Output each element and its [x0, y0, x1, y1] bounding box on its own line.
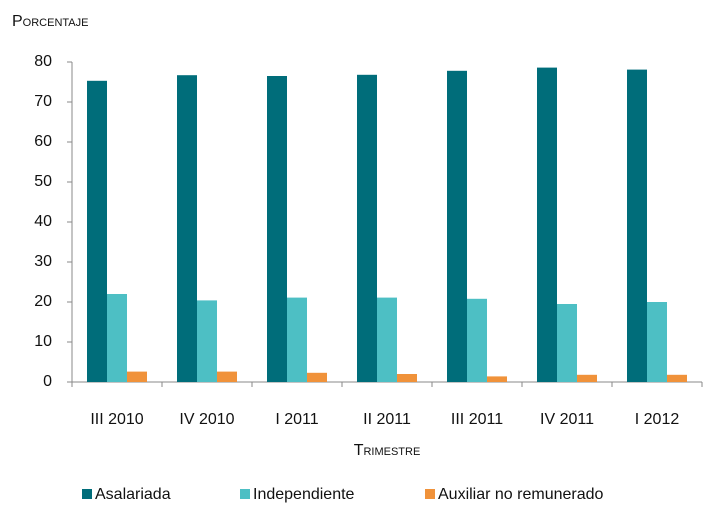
bar	[447, 70, 467, 383]
bar	[577, 374, 597, 382]
x-tick-label: II 2011	[363, 411, 411, 428]
y-tick-label: 40	[34, 213, 52, 230]
bar	[307, 372, 327, 382]
bar	[647, 302, 667, 382]
bar	[397, 374, 417, 382]
x-tick-label: I 2012	[635, 411, 680, 428]
bar	[357, 74, 377, 383]
bar	[287, 297, 307, 382]
legend-label: Auxiliar no remunerado	[438, 486, 604, 503]
x-tick-label: IV 2010	[179, 411, 234, 428]
legend-swatch	[82, 489, 92, 499]
y-tick-label: 0	[43, 373, 52, 390]
y-tick-label: 20	[34, 293, 52, 310]
bar	[107, 294, 127, 382]
legend-swatch	[425, 489, 435, 499]
y-tick-label: 30	[34, 253, 52, 270]
bar	[377, 297, 397, 382]
bar	[177, 75, 197, 382]
x-axis-label: Trimestre	[354, 442, 421, 459]
x-tick-label: I 2011	[275, 411, 318, 428]
bar	[127, 371, 147, 382]
x-tick-label: IV 2011	[540, 411, 594, 428]
bar	[217, 371, 237, 382]
bar	[537, 67, 557, 382]
y-tick-label: 60	[34, 133, 52, 150]
y-axis-label: Porcentaje	[12, 13, 88, 30]
legend-label: Asalariada	[95, 486, 171, 503]
y-tick-label: 80	[34, 53, 52, 70]
y-tick-label: 50	[34, 173, 52, 190]
bar	[87, 80, 107, 383]
bar	[487, 376, 507, 382]
bar	[627, 69, 647, 382]
bar	[197, 300, 217, 382]
legend-label: Independiente	[253, 486, 355, 503]
bar	[267, 76, 287, 382]
x-tick-label: III 2011	[451, 411, 503, 428]
bar	[557, 304, 577, 382]
bar	[667, 374, 687, 382]
y-tick-label: 10	[34, 333, 52, 350]
bar	[467, 298, 487, 382]
x-tick-label: III 2010	[90, 411, 143, 428]
legend-swatch	[240, 489, 250, 499]
y-tick-label: 70	[34, 93, 52, 110]
